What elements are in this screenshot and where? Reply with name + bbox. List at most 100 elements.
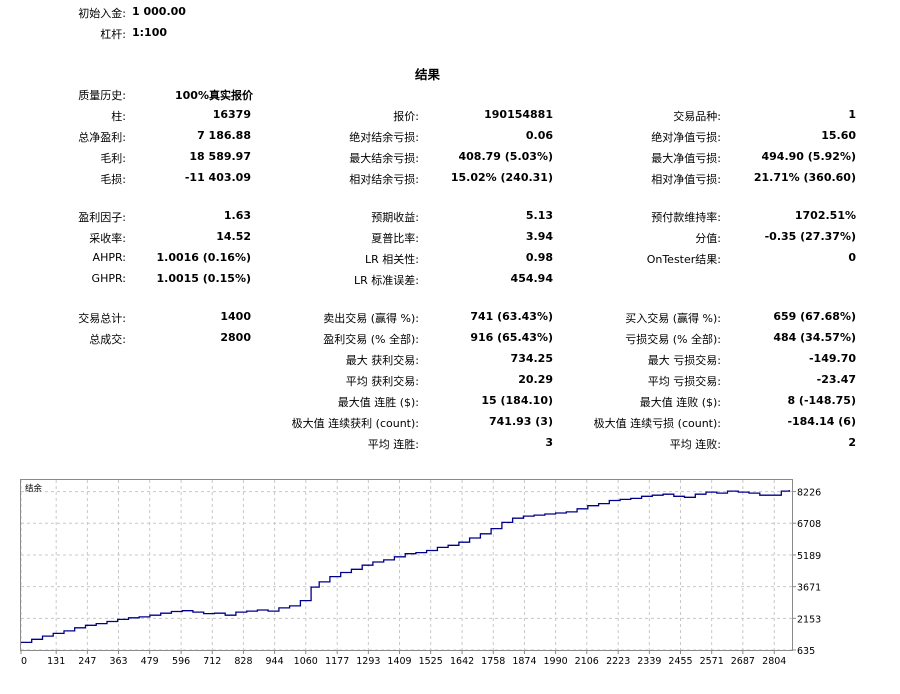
stat-value: 14.52 [216,230,251,243]
stat-label: 最大结余亏损: [349,152,419,165]
x-tick-label: 2804 [762,656,786,667]
x-tick-label: 479 [141,656,159,667]
stat-label: 平均 亏损交易: [647,375,721,388]
balance-series-line [21,490,790,644]
stat-label: AHPR: [92,251,126,264]
x-tick-label: 363 [109,656,127,667]
x-tick-label: 1874 [512,656,536,667]
stat-label: 绝对净值亏损: [651,131,721,144]
x-tick-label: 247 [78,656,96,667]
stat-value: 734.25 [510,352,553,365]
stat-label: 交易品种: [673,110,721,123]
initial-deposit-label: 初始入金: [78,7,126,20]
stat-label: 分值: [695,232,721,245]
stat-label: 相对净值亏损: [651,173,721,186]
x-tick-label: 1060 [294,656,318,667]
stat-label: 最大 亏损交易: [647,354,721,367]
chart-title: 结余 [25,483,43,494]
stat-value: 0.06 [525,129,553,142]
stat-label: 采收率: [89,232,126,245]
stat-value: 190154881 [484,108,553,121]
stat-value: 15.02% (240.31) [450,171,553,184]
stat-value: 16379 [212,108,251,121]
stat-label: 预期收益: [371,211,419,224]
stat-value: 1400 [220,310,251,323]
x-tick-label: 1409 [387,656,411,667]
y-tick-label: 6708 [797,519,821,530]
stat-value: 2 [848,436,856,449]
x-tick-label: 596 [172,656,190,667]
stat-value: 0.98 [525,251,553,264]
stat-value: 1.0015 (0.15%) [156,272,252,285]
stat-label: 预付款维持率: [651,211,721,224]
x-tick-label: 2571 [700,656,724,667]
stat-value: 15 (184.10) [481,394,553,407]
stat-label: 毛利: [100,152,126,165]
stat-value: 7 186.88 [197,129,251,142]
y-tick-label: 3671 [797,583,821,594]
x-tick-label: 1177 [325,656,349,667]
stat-label: 最大值 连败 ($): [639,396,721,409]
stat-label: 绝对结余亏损: [349,131,419,144]
y-tick-label: 2153 [797,614,821,625]
x-tick-label: 131 [47,656,65,667]
stat-label: 柱: [111,110,126,123]
stat-label: 盈利因子: [78,211,126,224]
stat-value: 1 [848,108,856,121]
x-tick-label: 828 [234,656,252,667]
y-tick-label: 5189 [797,551,821,562]
stat-label: 交易总计: [78,312,126,325]
leverage-value: 1:100 [132,26,168,39]
stat-value: 1702.51% [794,209,856,222]
stat-label: 极大值 连续亏损 (count): [593,417,721,430]
balance-chart-svg: 结余 [21,480,792,650]
stat-label: 平均 连败: [669,438,721,451]
stat-value: 2800 [220,331,251,344]
stat-label: 总净盈利: [78,131,126,144]
stat-value: -0.35 (27.37%) [764,230,856,243]
stat-value: 8 (-148.75) [787,394,856,407]
stat-value: 484 (34.57%) [773,331,856,344]
stat-label: 卖出交易 (赢得 %): [323,312,419,325]
stat-label: 最大净值亏损: [651,152,721,165]
x-tick-label: 712 [203,656,221,667]
stat-label: LR 相关性: [365,253,419,266]
stat-label: 最大值 连胜 ($): [337,396,419,409]
stat-value: 494.90 (5.92%) [761,150,857,163]
stat-value: 741 (63.43%) [470,310,553,323]
x-tick-label: 1758 [481,656,505,667]
history-quality-value: 100%真实报价 [175,89,253,102]
stat-value: 18 589.97 [189,150,251,163]
stat-value: 5.13 [525,209,553,222]
stat-label: 亏损交易 (% 全部): [625,333,721,346]
stat-value: 15.60 [821,129,856,142]
stat-value: 20.29 [518,373,553,386]
stat-value: 0 [848,251,856,264]
stat-value: -11 403.09 [184,171,251,184]
x-tick-label: 1293 [356,656,380,667]
stat-value: -184.14 (6) [787,415,856,428]
x-tick-label: 2339 [637,656,661,667]
stat-value: 741.93 (3) [489,415,553,428]
stat-label: 极大值 连续获利 (count): [291,417,419,430]
stat-value: 916 (65.43%) [470,331,553,344]
y-tick-label: 635 [797,646,815,657]
x-tick-label: 2106 [575,656,599,667]
x-tick-label: 2223 [606,656,630,667]
stat-label: LR 标准误差: [354,274,419,287]
stat-value: 3.94 [525,230,553,243]
stat-label: 最大 获利交易: [345,354,419,367]
x-tick-label: 1525 [419,656,443,667]
balance-chart: 结余 [20,479,793,651]
x-tick-label: 1642 [450,656,474,667]
y-tick-label: 8226 [797,488,821,499]
initial-deposit-value: 1 000.00 [132,5,186,18]
stat-value: 1.63 [223,209,251,222]
stat-value: -149.70 [808,352,856,365]
stat-value: 1.0016 (0.16%) [156,251,252,264]
stat-label: 毛损: [100,173,126,186]
stat-label: 盈利交易 (% 全部): [323,333,419,346]
stat-label: 买入交易 (赢得 %): [625,312,721,325]
stat-label: 夏普比率: [371,232,419,245]
stat-value: 659 (67.68%) [773,310,856,323]
